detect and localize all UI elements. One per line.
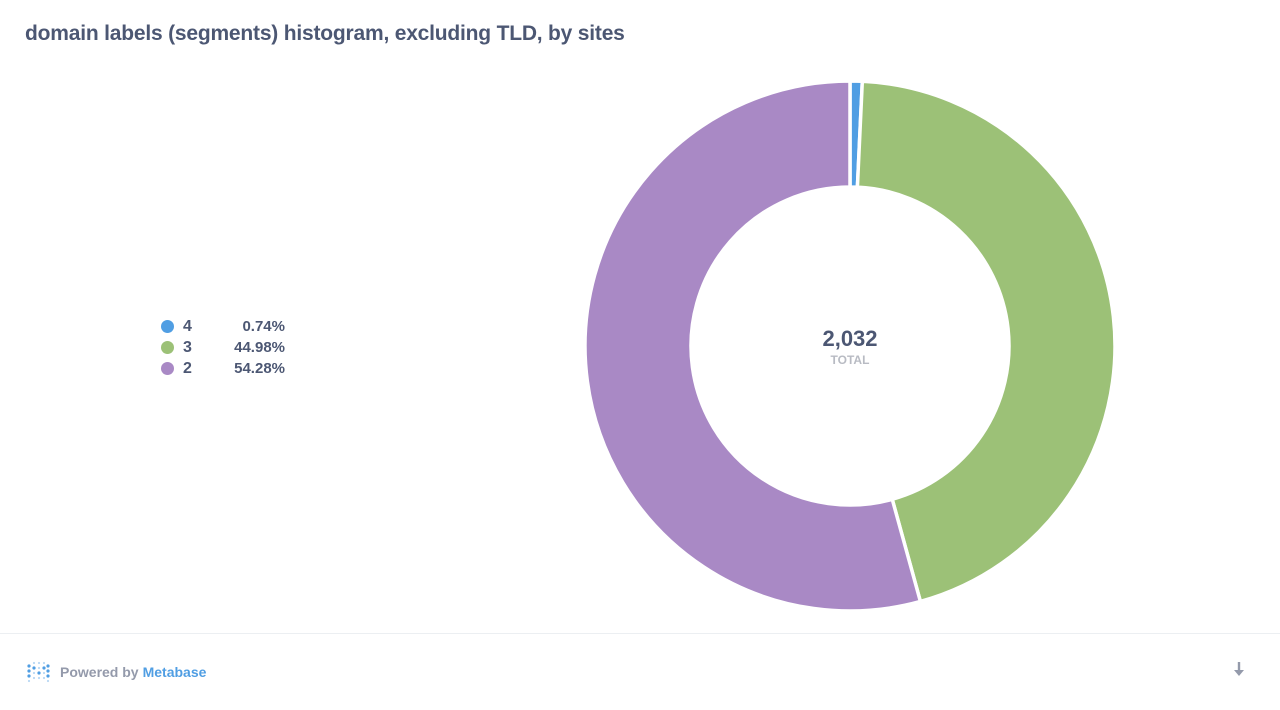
legend-label: 4 — [183, 317, 192, 335]
legend-percent: 54.28% — [234, 360, 285, 377]
legend-swatch — [161, 362, 174, 375]
donut-chart: 2,032 TOTAL — [583, 79, 1117, 613]
donut-slice-2[interactable] — [583, 79, 923, 613]
legend-item[interactable]: 3 44.98% — [161, 337, 291, 358]
footer: Powered by Metabase — [0, 633, 1280, 710]
donut-total-label: TOTAL — [831, 353, 870, 367]
legend-label: 2 — [183, 359, 192, 377]
metabase-brand-name: Metabase — [142, 664, 207, 680]
download-icon[interactable] — [1232, 660, 1246, 680]
powered-by-metabase[interactable]: Powered by Metabase — [26, 660, 206, 684]
chart-legend: 4 0.74% 3 44.98% 2 54.28% — [161, 316, 291, 379]
legend-swatch — [161, 341, 174, 354]
legend-percent: 44.98% — [234, 339, 285, 356]
powered-by-text: Powered by — [60, 664, 139, 680]
legend-percent: 0.74% — [242, 318, 285, 335]
donut-total-value: 2,032 — [822, 326, 877, 351]
legend-label: 3 — [183, 338, 192, 356]
legend-swatch — [161, 320, 174, 333]
chart-title: domain labels (segments) histogram, excl… — [25, 22, 625, 45]
metabase-logo-icon — [27, 661, 50, 683]
legend-item[interactable]: 2 54.28% — [161, 358, 291, 379]
donut-slice-3[interactable] — [855, 79, 1117, 604]
legend-item[interactable]: 4 0.74% — [161, 316, 291, 337]
